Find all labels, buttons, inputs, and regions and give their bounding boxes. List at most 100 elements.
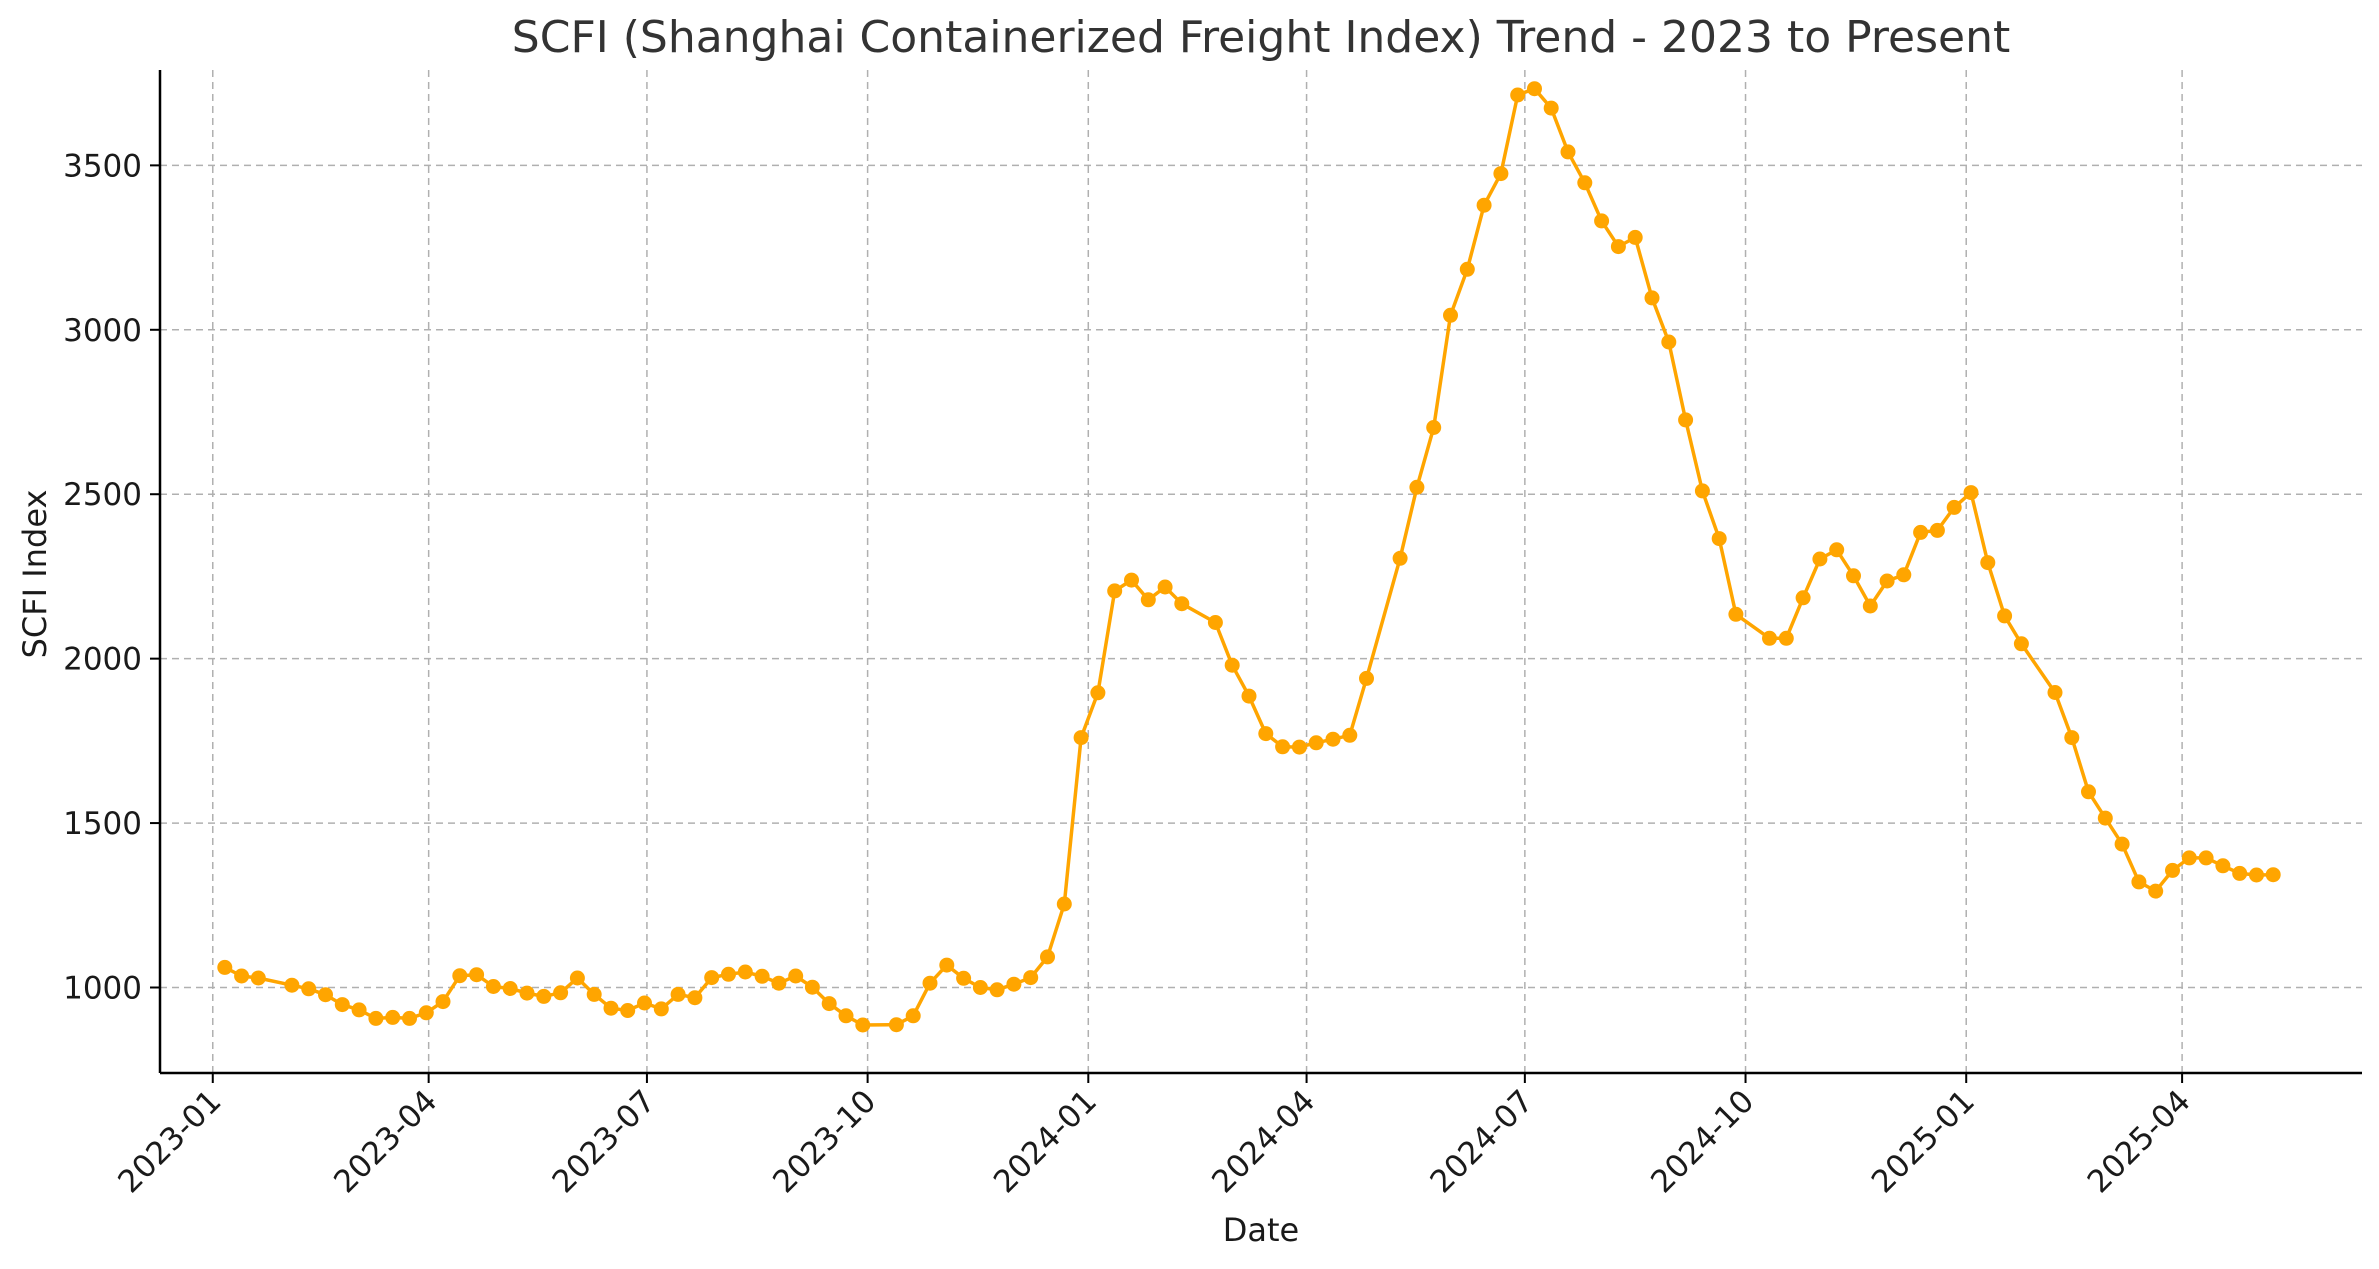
data-point	[1728, 606, 1744, 622]
data-point	[2114, 836, 2130, 852]
chart-title: SCFI (Shanghai Containerized Freight Ind…	[512, 12, 2010, 63]
data-point	[1997, 608, 2013, 624]
data-point	[989, 982, 1005, 998]
tick-marks	[150, 164, 2184, 1083]
data-point	[2081, 784, 2096, 800]
data-point	[1543, 100, 1559, 116]
data-point	[2181, 850, 2197, 866]
data-point	[1829, 542, 1845, 558]
data-points	[217, 81, 2281, 1033]
y-tick-labels: 1000 1500 2000 2500 3000 3500	[63, 148, 142, 1006]
data-point	[1174, 596, 1190, 612]
data-point	[234, 968, 250, 984]
data-point	[1224, 657, 1240, 673]
data-point	[217, 959, 233, 975]
data-point	[737, 964, 753, 980]
data-point	[385, 1009, 401, 1025]
data-point	[2165, 862, 2180, 878]
data-point	[1443, 307, 1458, 323]
data-point	[1124, 572, 1139, 588]
y-tick-label: 2000	[63, 642, 142, 678]
y-tick-label: 3000	[63, 313, 142, 349]
data-point	[653, 1001, 669, 1017]
data-point	[687, 990, 703, 1006]
data-point	[418, 1005, 434, 1021]
data-point	[469, 967, 485, 983]
data-point	[1560, 144, 1576, 160]
data-point	[318, 987, 333, 1003]
data-point	[1778, 630, 1794, 646]
data-point	[1846, 568, 1861, 584]
data-point	[1476, 197, 1492, 213]
data-point	[1661, 334, 1677, 350]
y-tick-label: 1000	[63, 970, 142, 1006]
data-point	[1207, 615, 1223, 630]
data-point	[301, 981, 317, 997]
data-point	[1325, 731, 1341, 747]
data-point	[1426, 420, 1442, 435]
data-point	[2131, 874, 2147, 890]
data-point	[1694, 483, 1710, 499]
data-point	[1879, 573, 1895, 589]
data-point	[1056, 896, 1072, 912]
data-point	[1006, 976, 1022, 992]
data-point	[1258, 726, 1274, 742]
data-point	[721, 966, 736, 982]
data-point	[1678, 412, 1694, 428]
y-tick-label: 1500	[63, 806, 142, 842]
data-point	[1275, 739, 1291, 755]
data-point	[284, 977, 300, 993]
data-point	[536, 988, 552, 1004]
data-point	[1308, 735, 1324, 751]
data-point	[1644, 290, 1660, 306]
data-point	[888, 1017, 904, 1033]
data-point	[1040, 949, 1055, 965]
data-point	[1896, 567, 1912, 583]
data-point	[939, 957, 955, 973]
data-point	[569, 970, 585, 986]
data-point	[1157, 579, 1173, 595]
data-point	[1627, 229, 1643, 245]
data-point	[435, 994, 451, 1010]
data-point	[1795, 590, 1811, 606]
data-point	[1946, 499, 1962, 515]
data-point	[2047, 685, 2063, 700]
data-point	[553, 985, 569, 1001]
data-point	[1711, 531, 1727, 547]
data-point	[502, 981, 518, 996]
data-point	[956, 970, 972, 986]
data-point	[704, 970, 720, 986]
data-point	[620, 1003, 636, 1018]
data-point	[1963, 485, 1979, 501]
data-point	[1610, 239, 1626, 255]
data-point	[1929, 522, 1945, 538]
data-point	[2265, 867, 2281, 883]
data-point	[1493, 166, 1509, 182]
data-point	[1342, 727, 1358, 743]
data-point	[1980, 555, 1996, 571]
data-point	[1107, 583, 1123, 599]
data-point	[771, 975, 787, 991]
data-point	[1409, 479, 1425, 495]
data-point	[2215, 858, 2231, 874]
data-point	[2097, 810, 2113, 826]
data-point	[1459, 261, 1475, 277]
data-point	[2064, 730, 2080, 746]
data-point	[1577, 175, 1593, 191]
data-point	[855, 1017, 871, 1033]
data-point	[2013, 636, 2029, 652]
data-point	[754, 968, 770, 984]
data-point	[1073, 730, 1089, 746]
data-point	[838, 1008, 854, 1024]
data-point	[637, 995, 652, 1011]
data-point	[603, 1000, 619, 1016]
data-point	[1140, 592, 1156, 608]
data-point	[368, 1010, 384, 1026]
data-point	[351, 1002, 367, 1018]
data-point	[1291, 739, 1307, 755]
data-point	[905, 1008, 921, 1024]
x-axis-label: Date	[1223, 1211, 1299, 1249]
